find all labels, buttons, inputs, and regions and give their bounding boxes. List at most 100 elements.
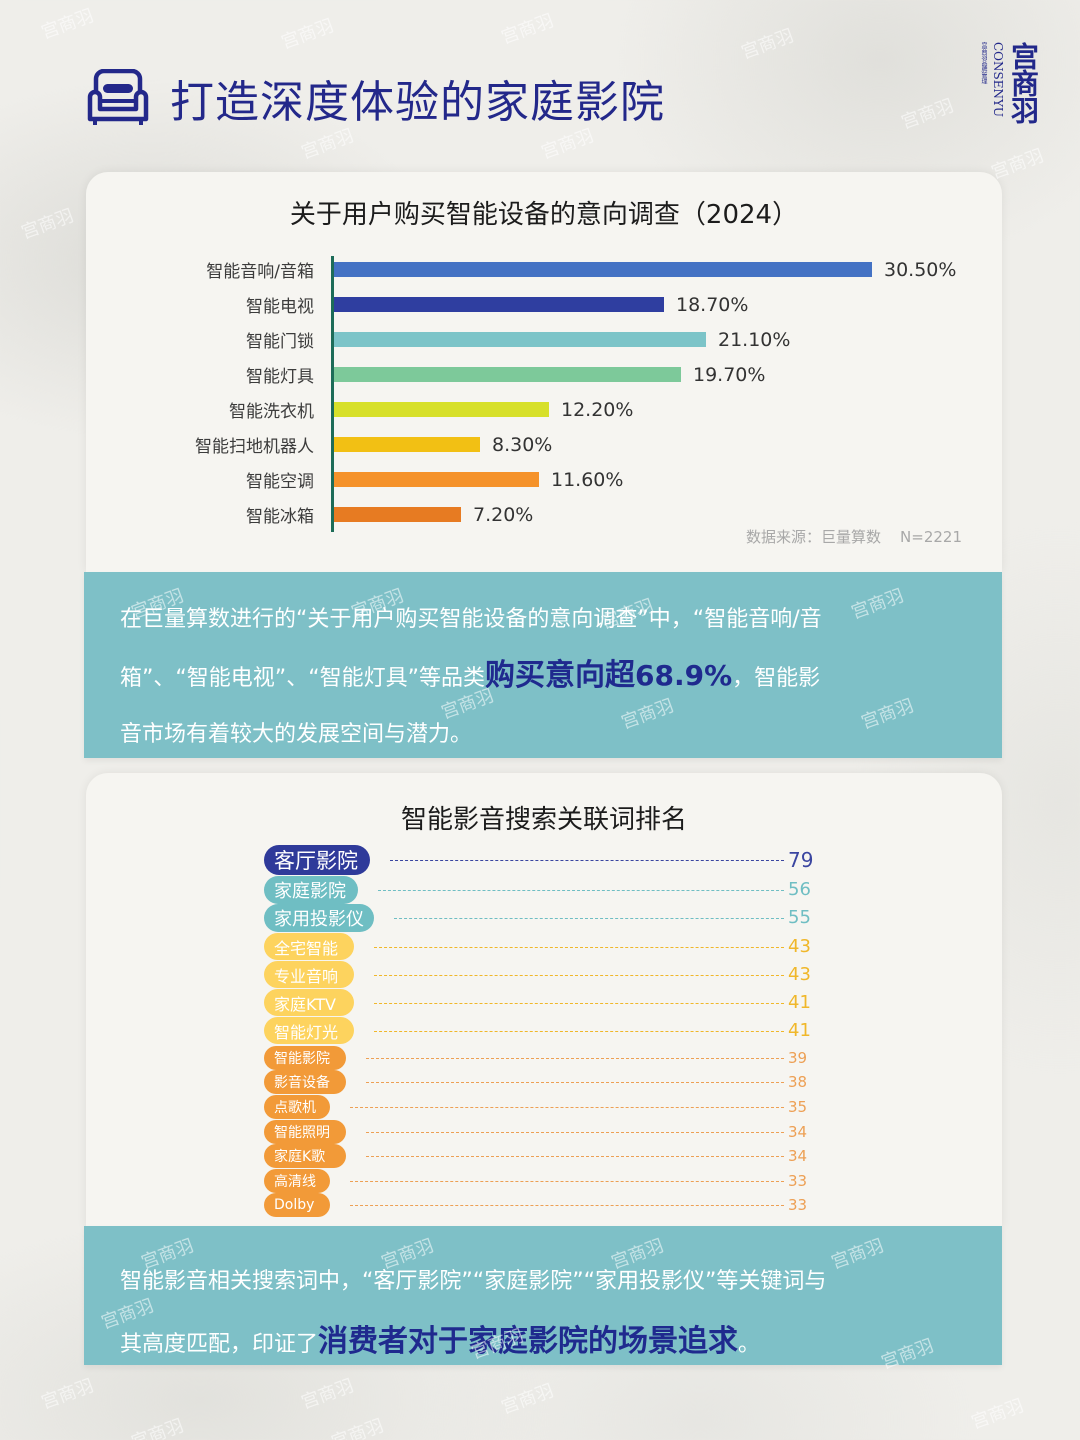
bar-value: 7.20% [473, 503, 534, 526]
dotted-leader [374, 1030, 784, 1032]
bar-row: 智能冰箱 7.20% [86, 497, 1002, 532]
dotted-leader [366, 1132, 784, 1133]
summary-box-intent: 在巨量算数进行的“关于用户购买智能设备的意向调查”中，“智能音响/音 箱”、“智… [84, 572, 1002, 758]
rank-value: 43 [788, 935, 811, 957]
bar-label: 智能灯具 [246, 367, 314, 387]
bar-value: 21.10% [718, 328, 791, 351]
highlight-number: 68.9% [635, 659, 733, 692]
bar-row: 智能空调 11.60% [86, 462, 1002, 497]
rank-row: 高清线 33 [86, 1169, 1002, 1193]
rank-value: 33 [788, 1171, 808, 1190]
dotted-leader [350, 1205, 784, 1206]
rank-row: 家庭KTV 41 [86, 989, 1002, 1016]
keyword-pill: 影音设备 [264, 1070, 346, 1094]
bar-label: 智能音响/音箱 [206, 262, 314, 282]
rank-value: 34 [788, 1122, 808, 1141]
summary-line: 音市场有着较大的发展空间与潜力。 [120, 722, 473, 747]
keyword-pill: 客厅影院 [264, 845, 370, 875]
logo-subtitle: 宫商羽品牌管理 [980, 42, 987, 84]
chart-title: 关于用户购买智能设备的意向调查（2024） [289, 200, 799, 230]
summary-line: 箱”、“智能电视”、“智能灯具”等品类购买意向超68.9%，智能影 [120, 658, 821, 693]
keyword-pill: 家庭KTV [264, 989, 354, 1016]
bar-value: 8.30% [492, 433, 553, 456]
intent-survey-card: 关于用户购买智能设备的意向调查（2024） 智能音响/音箱 30.50% 智能电视 1… [86, 172, 1002, 572]
watermark: 宫商羽 [988, 145, 1047, 184]
watermark: 宫商羽 [498, 10, 557, 49]
bar [334, 367, 681, 382]
rank-row: 专业音响 43 [86, 961, 1002, 988]
watermark: 宫商羽 [18, 205, 77, 244]
bar-row: 智能音响/音箱 30.50% [86, 252, 1002, 287]
highlight-text: 购买意向超 [485, 658, 635, 693]
bar [334, 402, 549, 417]
keyword-pill: 高清线 [264, 1169, 330, 1193]
watermark: 宫商羽 [498, 1380, 557, 1419]
rank-row: 客厅影院 79 [86, 845, 1002, 875]
bar-value: 30.50% [884, 258, 957, 281]
rank-row: 智能灯光 41 [86, 1017, 1002, 1044]
dotted-leader [350, 1181, 784, 1182]
bar [334, 262, 872, 277]
logo-chinese: 宫商羽 [1007, 42, 1040, 123]
bar-label: 智能电视 [246, 297, 314, 317]
logo-english: CONSENYU [991, 42, 1005, 118]
summary-line: 其高度匹配，印证了消费者对于家庭影院的场景追求。 [120, 1324, 761, 1359]
rank-value: 55 [788, 907, 811, 928]
dotted-leader [394, 918, 784, 919]
search-ranking-card: 智能影音搜索关联词排名 客厅影院 79 家庭影院 56 家用投影仪 55 全宅智能 43 专业音… [86, 773, 1002, 1228]
brand-logo: 宫商羽品牌管理 CONSENYU 宫商羽 [980, 42, 1040, 134]
bar-value: 18.70% [676, 293, 749, 316]
bar-value: 11.60% [551, 468, 624, 491]
bar-row: 智能灯具 19.70% [86, 357, 1002, 392]
rank-row: 家庭K歌 34 [86, 1144, 1002, 1168]
watermark: 宫商羽 [328, 1415, 387, 1440]
highlight-text: 消费者对于家庭影院的场景追求 [318, 1324, 739, 1359]
rank-value: 38 [788, 1072, 808, 1091]
rank-row: Dolby 33 [86, 1193, 1002, 1217]
watermark: 宫商羽 [738, 25, 797, 64]
dotted-leader [390, 860, 784, 861]
keyword-pill: 家庭影院 [264, 876, 358, 904]
dotted-leader [374, 1002, 784, 1004]
data-source: 数据来源：巨量算数 N=2221 [745, 528, 962, 546]
bar-value: 12.20% [561, 398, 634, 421]
bar [334, 472, 539, 487]
chart-axis [331, 256, 334, 532]
rank-row: 点歌机 35 [86, 1095, 1002, 1119]
bar-label: 智能洗衣机 [229, 402, 314, 422]
sofa-icon [87, 69, 149, 125]
keyword-pill: 专业音响 [264, 961, 354, 988]
dotted-leader [378, 890, 784, 891]
page-title: 打造深度体验的家庭影院 [170, 77, 665, 128]
chart-title: 智能影音搜索关联词排名 [400, 805, 687, 835]
dotted-leader [366, 1156, 784, 1157]
rank-value: 41 [788, 1019, 811, 1041]
rank-row: 智能影院 39 [86, 1046, 1002, 1070]
bar-label: 智能冰箱 [246, 507, 314, 527]
keyword-pill: 点歌机 [264, 1095, 330, 1119]
rank-value: 34 [788, 1146, 808, 1165]
bar-row: 智能扫地机器人 8.30% [86, 427, 1002, 462]
rank-row: 影音设备 38 [86, 1070, 1002, 1094]
dotted-leader [366, 1058, 784, 1059]
page-header: 打造深度体验的家庭影院 [86, 66, 665, 130]
watermark: 宫商羽 [128, 1415, 187, 1440]
dotted-leader [374, 946, 784, 948]
bar-label: 智能空调 [246, 472, 314, 492]
watermark: 宫商羽 [298, 1375, 357, 1414]
dotted-leader [350, 1107, 784, 1108]
rank-value: 33 [788, 1195, 808, 1214]
rank-value: 79 [788, 848, 814, 872]
rank-value: 56 [788, 879, 811, 900]
keyword-pill: 家用投影仪 [264, 904, 374, 932]
summary-line: 在巨量算数进行的“关于用户购买智能设备的意向调查”中，“智能音响/音 [120, 607, 822, 632]
summary-line: 智能影音相关搜索词中，“客厅影院”“家庭影院”“家用投影仪”等关键词与 [120, 1269, 827, 1294]
keyword-pill: Dolby [264, 1193, 330, 1217]
keyword-pill: 全宅智能 [264, 933, 354, 960]
bar [334, 297, 664, 312]
bar [334, 332, 706, 347]
rank-row: 智能照明 34 [86, 1120, 1002, 1144]
keyword-pill: 智能灯光 [264, 1017, 354, 1044]
rank-value: 39 [788, 1048, 808, 1067]
bar [334, 507, 461, 522]
